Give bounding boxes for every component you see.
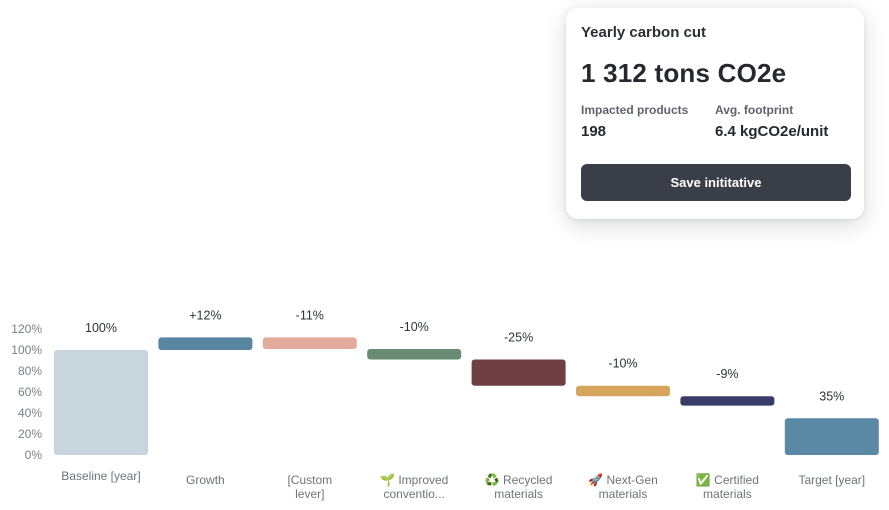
stat-label: Impacted products: [581, 103, 689, 117]
y-tick-label: 20%: [18, 427, 42, 441]
category-label: Growth: [186, 473, 225, 487]
stat-impacted-products: Impacted products 198: [581, 103, 715, 140]
stat-label: Avg. footprint: [715, 103, 794, 117]
category-label: 🌱 Improved conventio...: [380, 473, 448, 501]
stat-value: 6.4 kgCO2e/unit: [715, 123, 829, 140]
y-tick-label: 60%: [18, 385, 42, 399]
category-label: ♻️ Recycled materials: [485, 473, 553, 501]
data-label: 35%: [819, 389, 844, 403]
bar: [54, 350, 148, 455]
bar: [576, 385, 670, 397]
stat-value: 198: [581, 123, 607, 140]
bar: [262, 337, 357, 349]
data-label: 100%: [85, 321, 117, 335]
category-label: [Custom lever]: [287, 473, 332, 501]
y-tick-label: 80%: [18, 364, 42, 378]
stat-avg-footprint: Avg. footprint 6.4 kgCO2e/unit: [715, 103, 849, 140]
bar: [158, 337, 253, 350]
save-initiative-button[interactable]: Save inititative: [581, 164, 851, 201]
bar: [784, 418, 879, 455]
data-label: -10%: [608, 357, 637, 371]
card-stats: Impacted products 198 Avg. footprint 6.4…: [581, 103, 849, 140]
card-title: Yearly carbon cut: [581, 24, 707, 41]
y-tick-label: 0%: [25, 448, 43, 462]
category-label: Target [year]: [798, 473, 865, 487]
data-label: -25%: [504, 330, 533, 344]
y-tick-label: 40%: [18, 406, 42, 420]
data-label: +12%: [189, 308, 221, 322]
bar: [367, 348, 462, 360]
category-label: 🚀 Next-Gen materials: [588, 473, 658, 501]
carbon-cut-value: 1 312 tons CO2e: [581, 58, 787, 88]
bar: [471, 359, 566, 386]
y-tick-label: 100%: [11, 343, 42, 357]
category-label: ✅ Certified materials: [696, 473, 759, 501]
data-label: -9%: [716, 367, 738, 381]
y-tick-label: 120%: [11, 322, 42, 336]
category-label: Baseline [year]: [61, 469, 140, 483]
data-label: -10%: [400, 320, 429, 334]
carbon-cut-card: Yearly carbon cut 1 312 tons CO2e Impact…: [566, 8, 864, 219]
bar: [680, 396, 775, 406]
data-label: -11%: [296, 308, 324, 322]
